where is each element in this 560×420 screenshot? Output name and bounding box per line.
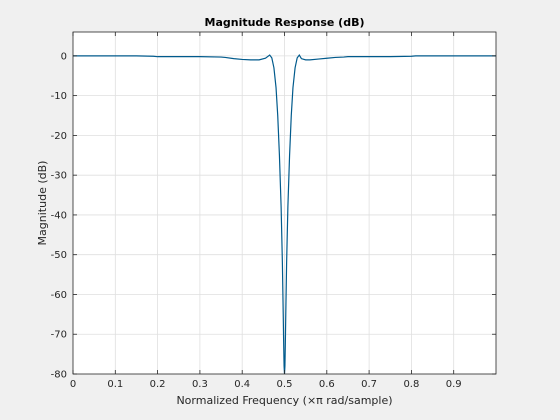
y-tick-label: -50 (51, 250, 67, 261)
y-tick-label: 0 (61, 51, 67, 62)
y-tick-label: -40 (51, 210, 67, 221)
y-tick-label: -80 (51, 370, 67, 381)
y-tick-label: -10 (51, 91, 67, 102)
x-tick-label: 0.7 (361, 379, 377, 390)
y-tick-label: -20 (51, 131, 67, 142)
x-tick-label: 0.8 (403, 379, 419, 390)
x-axis-label: Normalized Frequency (×π rad/sample) (176, 394, 392, 407)
x-tick-label: 0.1 (107, 379, 123, 390)
x-tick-label: 0.3 (192, 379, 208, 390)
y-axis-label: Magnitude (dB) (36, 161, 49, 246)
chart-title: Magnitude Response (dB) (205, 16, 365, 29)
x-tick-labels: 0 0.1 0.2 0.3 0.4 0.5 0.6 0.7 0.8 0.9 (70, 379, 462, 390)
x-tick-label: 0 (70, 379, 76, 390)
x-tick-label: 0.4 (234, 379, 250, 390)
axis-ticks (72, 32, 496, 375)
x-tick-label: 0.9 (446, 379, 462, 390)
x-tick-label: 0.5 (277, 379, 293, 390)
x-tick-label: 0.2 (150, 379, 166, 390)
y-tick-labels: 0 -10 -20 -30 -40 -50 -60 -70 -80 (51, 51, 67, 380)
x-tick-label: 0.6 (319, 379, 335, 390)
y-tick-label: -30 (51, 171, 67, 182)
y-tick-label: -70 (51, 330, 67, 341)
y-tick-label: -60 (51, 290, 67, 301)
